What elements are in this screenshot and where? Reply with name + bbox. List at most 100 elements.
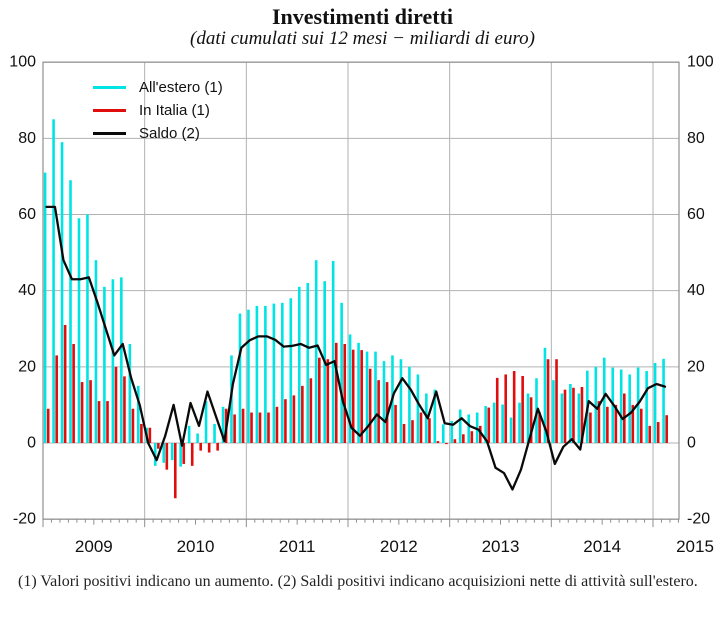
bar-estero [662,358,665,443]
bar-estero [526,393,530,443]
legend-label-saldo: Saldo (2) [139,125,200,142]
bar-italia [419,412,423,443]
bar-estero [162,443,166,463]
plot-frame [42,61,680,520]
x-year-label: 2015 [676,537,714,556]
bar-italia [614,404,618,443]
bar-italia [114,366,118,443]
bar-italia [394,404,397,443]
bar-italia [368,368,372,443]
legend-item-italia: In Italia (1) [93,99,223,122]
bar-italia [89,380,92,443]
bar-estero [374,351,377,443]
bar-italia [529,397,533,443]
y-tick-label-right: 20 [687,358,705,375]
legend-label-estero: All'estero (1) [139,79,223,96]
bar-italia [555,359,558,443]
bar-estero [552,380,555,443]
bar-italia [470,431,474,443]
bar-italia [258,412,262,443]
bar-estero [187,425,191,443]
bar-italia [521,375,524,443]
bar-estero [619,369,623,443]
bar-italia [377,380,380,443]
bar-italia [309,378,313,443]
bar-estero [196,433,199,443]
bar-estero [594,366,598,443]
bar-estero [153,443,157,466]
x-year-label: 2012 [380,537,418,556]
bar-estero [425,393,428,443]
bar-italia [445,443,448,445]
bar-estero [399,359,403,443]
bar-italia [343,343,347,443]
bar-italia [648,425,652,443]
bar-estero [653,363,657,443]
bar-estero [170,443,174,461]
bar-estero [69,180,72,443]
bar-estero [213,423,216,443]
bar-estero [331,260,335,443]
y-tick-label-left: 100 [9,54,36,71]
bar-italia [207,443,211,453]
bar-italia [411,420,414,443]
bar-italia [233,414,236,443]
chart-footnote: (1) Valori positivi indicano un aumento.… [18,573,698,590]
bar-estero [94,260,98,443]
bar-estero [86,214,89,443]
x-year-label: 2010 [177,537,215,556]
bar-italia [275,406,279,443]
x-year-label: 2011 [279,537,316,556]
bar-italia [589,412,592,443]
bar-estero [204,401,208,443]
bar-italia [631,404,635,443]
bar-estero [501,404,504,443]
bar-italia [665,415,668,443]
bar-estero [569,383,572,443]
chart-title: Investimenti diretti [271,4,454,29]
bar-estero [433,389,437,443]
bar-estero [450,420,454,443]
bar-estero [340,302,343,443]
bar-italia [656,422,660,443]
bar-italia [572,387,575,443]
bar-estero [103,286,106,443]
bar-italia [428,418,431,443]
bar-estero [314,260,318,443]
bar-estero [518,402,521,443]
bar-italia [165,443,169,470]
bar-estero [475,412,479,443]
y-tick-label-left: 80 [18,130,36,147]
bar-estero [645,371,648,443]
legend-label-italia: In Italia (1) [139,102,210,119]
bar-italia [580,387,584,443]
bar-estero [441,424,445,443]
bar-italia [453,439,457,443]
x-year-label: 2014 [583,537,621,556]
y-tick-label-left: 20 [18,358,36,375]
bar-estero [272,303,276,443]
bar-italia [606,406,609,443]
bar-estero [264,305,267,443]
y-tick-label-left: 40 [18,282,36,299]
y-tick-label-right: -20 [687,511,710,528]
x-year-label: 2009 [75,537,113,556]
italia-swatch-icon [93,109,126,112]
y-tick-label-left: -20 [13,511,36,528]
bar-estero [543,347,547,443]
bar-italia [216,443,219,451]
y-tick-label-right: 100 [687,54,714,71]
bar-estero [238,313,242,443]
bar-italia [131,408,135,443]
chart-subtitle: (dati cumulati sui 12 mesi − miliardi di… [190,28,535,49]
bar-italia [436,441,440,443]
bar-estero [628,374,631,443]
bar-italia [504,374,507,443]
bar-italia [487,407,491,443]
x-year-label: 2013 [482,537,520,556]
bar-estero [77,218,81,443]
bar-italia [173,443,177,499]
bar-estero [382,361,386,443]
bar-italia [63,324,67,443]
chart-legend: All'estero (1) In Italia (1) Saldo (2) [93,76,223,145]
